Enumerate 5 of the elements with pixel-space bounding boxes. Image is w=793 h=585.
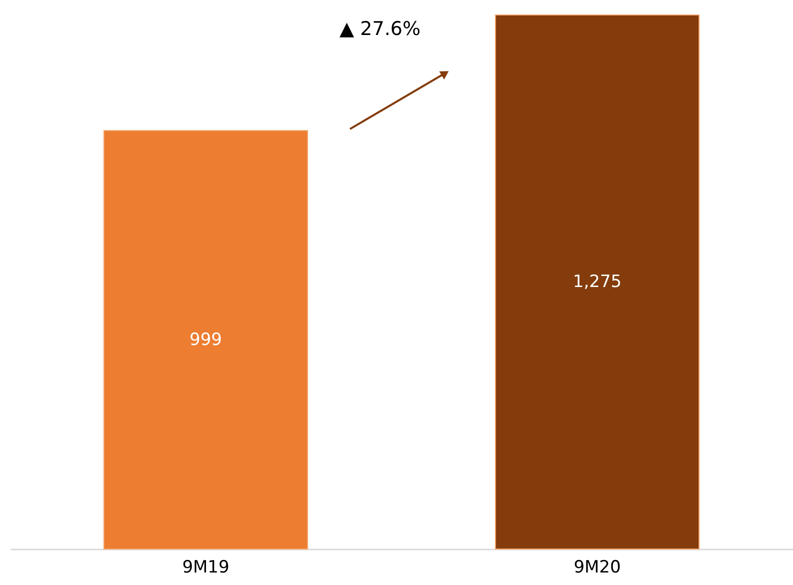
x-tick-label: 9M20 [574,558,621,578]
x-tick-label: 9M19 [182,558,230,578]
data-label: 1,275 [572,272,622,292]
data-label: 999 [190,330,222,350]
annotation: ▲ 27.6% [339,18,421,40]
